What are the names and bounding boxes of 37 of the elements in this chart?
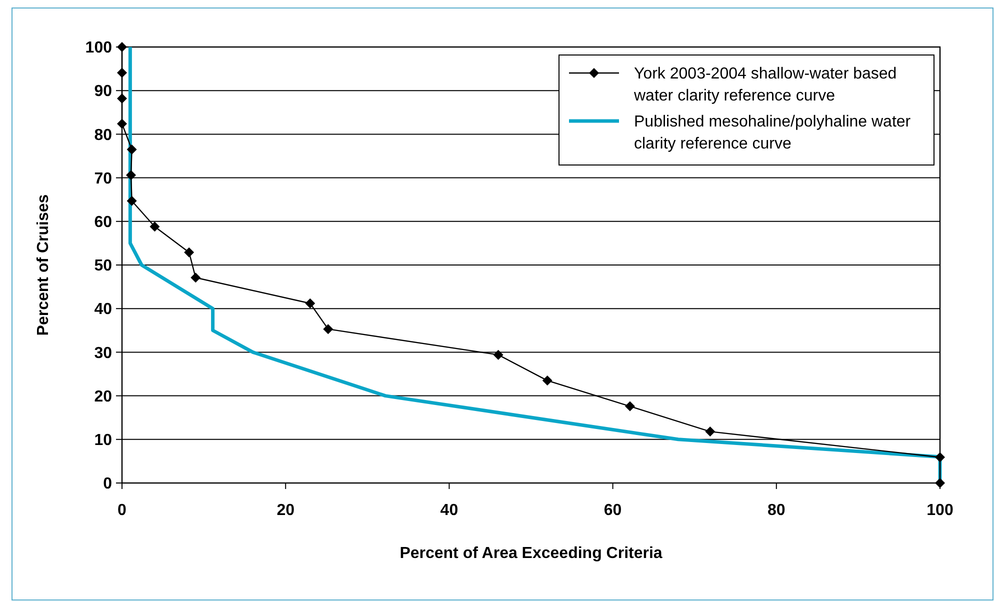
y-tick-label: 30 [94,344,112,362]
y-tick-label: 50 [94,258,112,275]
point [117,93,127,104]
point [190,272,201,283]
x-tick-label: 20 [276,502,295,519]
y-axis-title: Percent of Cruises [35,194,52,336]
y-tick-label: 70 [94,170,112,188]
legend-label: Published mesohaline/polyhaline water clarity reference curve [634,114,912,153]
y-tick-label: 100 [85,40,112,57]
x-axis-title: Percent of Area Exceeding Criteria [400,545,662,562]
point [126,170,136,180]
y-tick-label: 0 [103,476,112,493]
x-tick-label: 100 [926,502,954,519]
point [542,376,552,386]
point [150,222,160,232]
y-tick-label: 10 [94,432,112,449]
point [184,247,194,258]
point [624,401,635,412]
point [493,350,504,360]
point [935,452,945,462]
point [126,196,137,206]
x-tick-label: 80 [768,502,786,519]
point [323,324,334,334]
x-tick-label: 40 [440,502,458,519]
y-tick-label: 20 [94,388,112,406]
y-tick-label: 90 [94,83,112,100]
point [117,68,127,78]
point [305,298,316,308]
point [117,118,127,129]
y-tick-label: 80 [94,126,112,144]
point [705,426,716,437]
legend-label: York 2003-2004 shallow-water based water clarity reference curve [633,66,897,105]
x-tick-label: 60 [604,502,622,519]
y-tick-label: 40 [94,301,112,318]
point [126,144,137,154]
y-tick-label: 60 [94,214,112,231]
x-tick-label: 0 [118,502,127,519]
